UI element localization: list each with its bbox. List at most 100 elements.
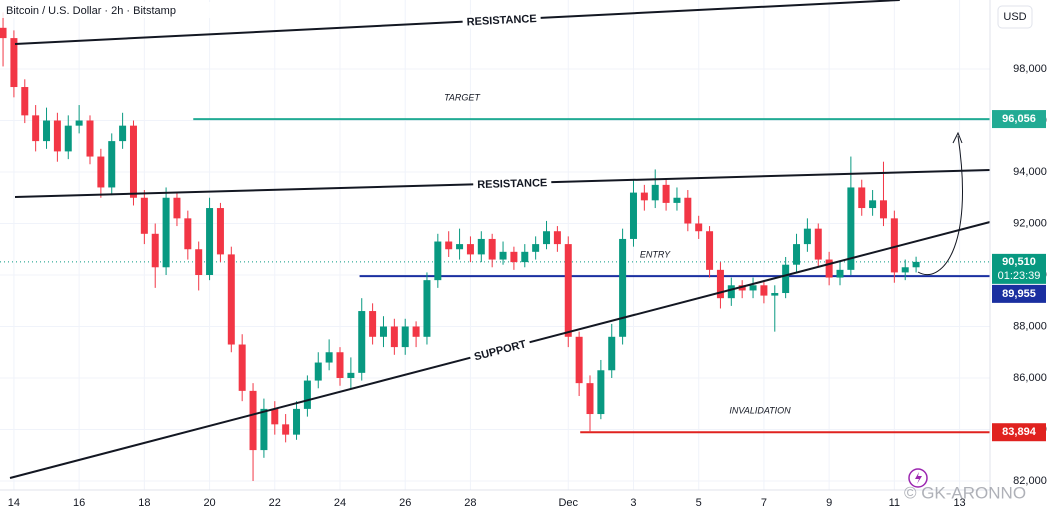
y-tick-label: 82,000 xyxy=(1013,475,1047,487)
x-tick-label: 16 xyxy=(73,497,85,509)
level-box xyxy=(992,110,1046,129)
candle-body xyxy=(488,238,496,260)
candle-body xyxy=(86,120,94,157)
candle-body xyxy=(43,120,51,142)
candles xyxy=(0,12,920,481)
x-tick-label: 13 xyxy=(953,497,965,509)
candle-body xyxy=(108,141,116,188)
title-bg xyxy=(0,2,232,18)
candle-body xyxy=(564,244,572,337)
candle-body xyxy=(336,352,344,378)
trendline-label-bg xyxy=(462,10,541,29)
candle-body xyxy=(75,120,83,126)
candle-body xyxy=(814,228,822,260)
candle-body xyxy=(325,352,333,363)
x-tick-label: 20 xyxy=(203,497,215,509)
candle-body xyxy=(293,408,301,435)
level-note: INVALIDATION xyxy=(729,406,791,416)
candle-body xyxy=(238,344,246,391)
candle-body xyxy=(216,208,224,255)
grid xyxy=(0,0,990,490)
candle-body xyxy=(456,244,464,250)
candle-body xyxy=(749,285,757,291)
candle-body xyxy=(477,238,485,255)
candle-body xyxy=(575,336,583,384)
last-price-label: 90,510 xyxy=(1002,256,1036,268)
axes: 82,00084,00086,00088,00090,00092,00094,0… xyxy=(8,63,1047,509)
candle-body xyxy=(771,293,779,296)
candle-body xyxy=(608,336,616,371)
candle-body xyxy=(64,125,72,152)
candle-body xyxy=(401,326,409,348)
candle-body xyxy=(521,251,529,263)
x-tick-label: 9 xyxy=(826,497,832,509)
candle-body xyxy=(760,285,768,296)
currency-box[interactable] xyxy=(997,5,1033,29)
x-tick-label: 7 xyxy=(761,497,767,509)
candle-body xyxy=(347,372,355,378)
y-tick-label: 86,000 xyxy=(1013,372,1047,384)
candle-body xyxy=(282,424,290,435)
candle-body xyxy=(32,115,40,142)
candle-body xyxy=(716,269,724,299)
watermark: © GK-ARONNO xyxy=(904,483,1026,502)
candle-body xyxy=(543,231,551,245)
countdown-label: 01:23:39 xyxy=(998,270,1041,282)
x-tick-label: 5 xyxy=(696,497,702,509)
candle-body xyxy=(173,197,181,219)
candle-body xyxy=(249,390,257,451)
candle-body xyxy=(619,238,627,337)
candle-body xyxy=(510,251,518,263)
chart-title: Bitcoin / U.S. Dollar · 2h · Bitstamp xyxy=(6,5,176,17)
candle-body xyxy=(499,251,507,260)
candle-body xyxy=(184,218,192,250)
candle-body xyxy=(836,269,844,278)
trendline-label: RESISTANCE xyxy=(477,177,547,191)
candle-body xyxy=(369,311,377,337)
candle-body xyxy=(129,125,137,198)
level-note: ENTRY xyxy=(640,250,671,260)
candle-body xyxy=(782,264,790,294)
candle-body xyxy=(445,241,453,250)
candle-body xyxy=(825,259,833,278)
candle-body xyxy=(640,192,648,201)
candle-body xyxy=(434,241,442,281)
candle-body xyxy=(597,370,605,415)
candle-body xyxy=(0,27,7,39)
y-tick-label: 88,000 xyxy=(1013,320,1047,332)
candle-body xyxy=(651,184,659,201)
candle-body xyxy=(532,244,540,252)
currency[interactable]: USD xyxy=(1003,11,1026,23)
candle-body xyxy=(466,244,474,255)
candle-body xyxy=(586,383,594,415)
candle-body xyxy=(10,38,18,88)
candle-body xyxy=(271,408,279,425)
candle-body xyxy=(684,197,692,224)
candle-body xyxy=(151,233,159,268)
level-box xyxy=(992,284,1046,303)
candle-body xyxy=(553,231,561,245)
trendline-label-group: RESISTANCE xyxy=(473,175,552,192)
candle-body xyxy=(629,192,637,239)
candle-body xyxy=(119,125,127,142)
level-label: 83,894 xyxy=(1002,426,1037,438)
candle-body xyxy=(879,200,887,219)
trendline-label-group: RESISTANCE xyxy=(462,10,541,29)
candle-body xyxy=(140,197,148,234)
candle-body xyxy=(695,223,703,232)
level-note: TARGET xyxy=(444,92,481,102)
candle-body xyxy=(901,267,909,273)
level-box xyxy=(992,423,1046,442)
trendline xyxy=(14,0,900,46)
candle-body xyxy=(358,311,366,373)
x-tick-label: 11 xyxy=(889,497,900,509)
arrow-head xyxy=(952,131,963,144)
candle-body xyxy=(21,87,29,116)
candle-body xyxy=(673,197,681,203)
x-tick-label: 18 xyxy=(138,497,150,509)
candle-body xyxy=(260,408,268,451)
x-tick-label: 14 xyxy=(8,497,20,509)
candle-body xyxy=(738,285,746,291)
